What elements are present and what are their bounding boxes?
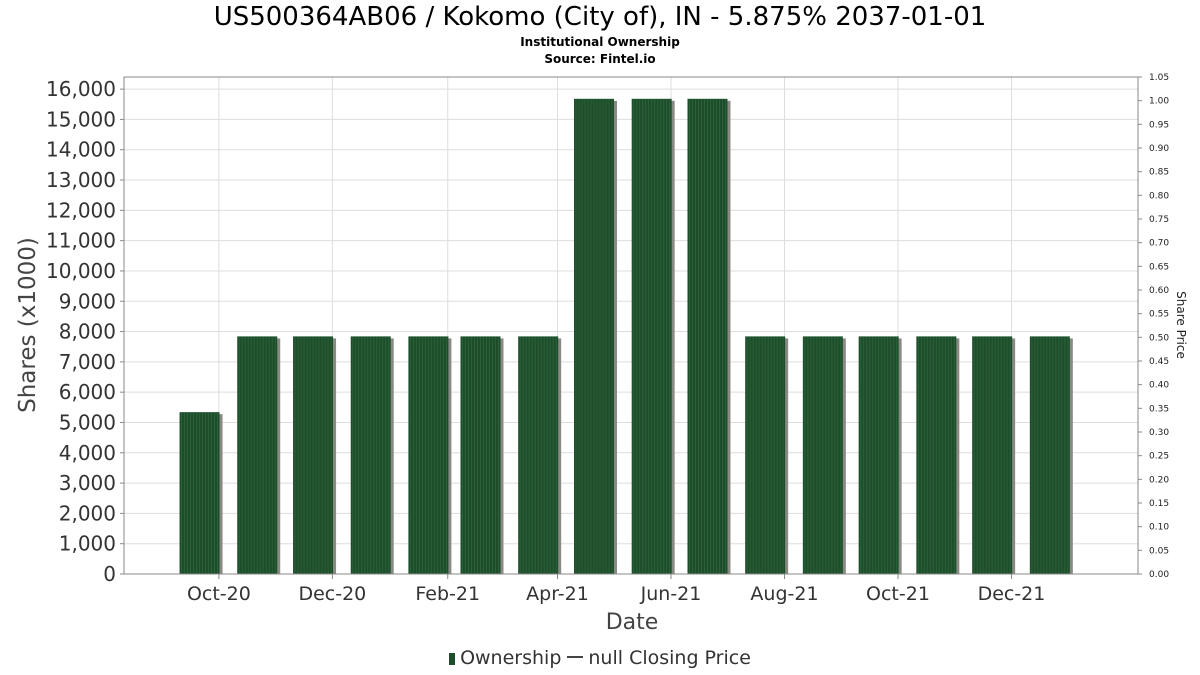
y2-tick-label: 0.95: [1149, 120, 1169, 130]
grid-layer: [124, 77, 1138, 575]
chart-subtitle: Institutional Ownership: [520, 35, 680, 49]
x-axis-label: Date: [606, 610, 659, 635]
y2-tick-label: 0.80: [1149, 191, 1169, 201]
y2-tick-label: 0.10: [1149, 523, 1169, 533]
chart-source: Source: Fintel.io: [544, 52, 656, 66]
y2-tick-label: 0.45: [1149, 357, 1169, 367]
ownership-bar: [745, 336, 789, 574]
y2-tick-label: 0.70: [1149, 239, 1169, 249]
ownership-bar: [179, 412, 223, 574]
x-tick-label: Dec-21: [978, 583, 1046, 605]
y-tick-label: 15,000: [46, 107, 116, 131]
y2-tick-label: 0.35: [1149, 404, 1169, 414]
y2-tick-label: 1.05: [1149, 73, 1169, 83]
legend: Ownership null Closing Price: [0, 647, 1200, 669]
y2-tick-label: 0.15: [1149, 499, 1169, 509]
ownership-bar: [687, 98, 731, 574]
x-tick-label: Feb-21: [415, 583, 480, 605]
y2-tick-label: 0.05: [1149, 546, 1169, 556]
ownership-bar: [858, 336, 902, 574]
y-tick-label: 0: [103, 562, 116, 586]
y2-axis-label: Share Price: [1174, 291, 1188, 359]
y-tick-label: 14,000: [46, 138, 116, 162]
y-axis-label: Shares (x1000): [15, 237, 41, 413]
y2-tick-label: 0.20: [1149, 475, 1169, 485]
plot-frame: [123, 76, 1139, 575]
ownership-bar: [802, 336, 846, 574]
y2-tick-label: 0.50: [1149, 333, 1169, 343]
ownership-bar: [460, 336, 504, 574]
ownership-bar: [916, 336, 960, 574]
x-tick-label: Oct-21: [866, 583, 930, 605]
y-tick-label: 6,000: [59, 380, 116, 404]
y2-tick-label: 0.25: [1149, 452, 1169, 462]
ownership-bar: [408, 336, 452, 574]
y-tick-label: 16,000: [46, 77, 116, 101]
ownership-bar: [237, 336, 281, 574]
x-tick-label: Oct-20: [187, 583, 251, 605]
y-tick-label: 5,000: [59, 410, 116, 434]
x-tick-label: Jun-21: [640, 583, 702, 605]
y-tick-label: 3,000: [59, 471, 116, 495]
y2-tick-label: 0.40: [1149, 381, 1169, 391]
x-tick-label: Aug-21: [750, 583, 818, 605]
y-tick-label: 7,000: [59, 350, 116, 374]
y2-tick-label: 0.60: [1149, 286, 1169, 296]
chart-title: US500364AB06 / Kokomo (City of), IN - 5.…: [213, 2, 987, 32]
x-tick-label: Dec-20: [298, 583, 366, 605]
y2-tick-label: 0.00: [1149, 570, 1169, 580]
ownership-bar: [972, 336, 1016, 574]
y-tick-label: 9,000: [59, 289, 116, 313]
ownership-bar: [1029, 336, 1073, 574]
y2-tick-label: 0.75: [1149, 215, 1169, 225]
x-axis: Oct-20 Dec-20 Feb-21 Apr-21 Jun-21 Aug-21 Oct-…: [187, 574, 1045, 605]
legend-ownership: Ownership: [460, 647, 562, 669]
y-tick-label: 2,000: [59, 501, 116, 525]
y2-tick-label: 0.30: [1149, 428, 1169, 438]
y-tick-label: 12,000: [46, 198, 116, 222]
y2-axis: 0.00 0.05 0.10 0.15 0.20 0.25 0.30 0.35 0.40 0.45…: [1138, 73, 1169, 580]
ownership-legend-swatch: [449, 653, 456, 665]
y-tick-label: 11,000: [46, 229, 116, 253]
y2-tick-label: 1.00: [1149, 97, 1169, 107]
ownership-bar: [518, 336, 562, 574]
y2-tick-label: 0.65: [1149, 262, 1169, 272]
y-tick-label: 10,000: [46, 259, 116, 283]
ownership-bar: [631, 98, 675, 574]
y2-tick-label: 0.90: [1149, 144, 1169, 154]
legend-closing-price: null Closing Price: [588, 647, 751, 669]
bars-layer: [179, 98, 1073, 574]
y-tick-label: 8,000: [59, 320, 116, 344]
y-tick-label: 4,000: [59, 441, 116, 465]
y-tick-label: 1,000: [59, 532, 116, 556]
closing-price-legend-line: [567, 656, 584, 658]
y-tick-label: 13,000: [46, 168, 116, 192]
y2-tick-label: 0.85: [1149, 168, 1169, 178]
y-axis: 0 1,000 2,000 3,000 4,000 5,000 6,000 7,000 8,00…: [46, 77, 124, 586]
y2-tick-label: 0.55: [1149, 310, 1169, 320]
ownership-bar: [293, 336, 337, 574]
ownership-bar: [350, 336, 394, 574]
x-tick-label: Apr-21: [526, 583, 589, 605]
ownership-bar: [573, 98, 617, 574]
